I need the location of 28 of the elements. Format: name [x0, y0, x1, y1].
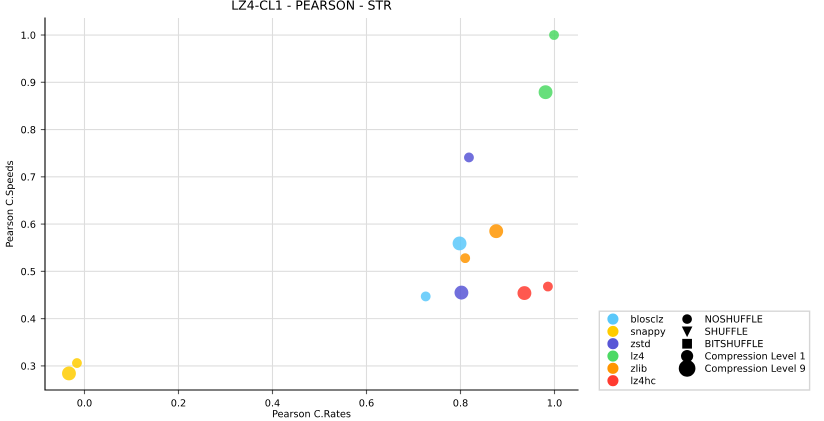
legend-label: SHUFFLE: [705, 328, 748, 335]
y-tick-label: 1.0: [22, 31, 36, 39]
legend-label: lz4hc: [631, 376, 656, 384]
y-tick-label: 0.4: [21, 315, 36, 322]
y-tick-label: 0.3: [21, 362, 36, 370]
y-tick-label: 0.9: [21, 78, 36, 86]
legend-label: zlib: [630, 364, 647, 372]
legend-label: Compression Level 9: [705, 364, 806, 374]
x-tick-label: 0.6: [359, 399, 374, 407]
x-tick-label: 0.4: [265, 399, 280, 407]
x-tick-label: 0.2: [171, 399, 186, 407]
y-axis-title: Pearson C.Speeds: [6, 160, 15, 247]
legend-label: blosclz: [631, 315, 664, 323]
legend-label: BITSHUFFLE: [706, 340, 763, 348]
legend-label: lz4: [631, 352, 644, 360]
legend-label: NOSHUFFLE: [706, 315, 762, 323]
y-tick-label: 0.6: [21, 220, 36, 228]
y-tick-label: 0.8: [21, 126, 36, 134]
x-axis-title: Pearson C.Rates: [272, 410, 350, 418]
y-tick-label: 0.7: [21, 173, 36, 181]
legend-label: snappy: [630, 329, 666, 337]
x-tick-label: 0.8: [453, 399, 468, 407]
x-tick-label: 1.0: [548, 399, 562, 407]
y-tick-label: 0.5: [21, 268, 36, 276]
chart-title: LZ4-CL1 - PEARSON - STR: [232, 0, 392, 10]
legend-label: Compression Level 1: [705, 352, 805, 362]
x-tick-label: 0.0: [77, 399, 92, 407]
legend-label: zstd: [630, 340, 650, 348]
